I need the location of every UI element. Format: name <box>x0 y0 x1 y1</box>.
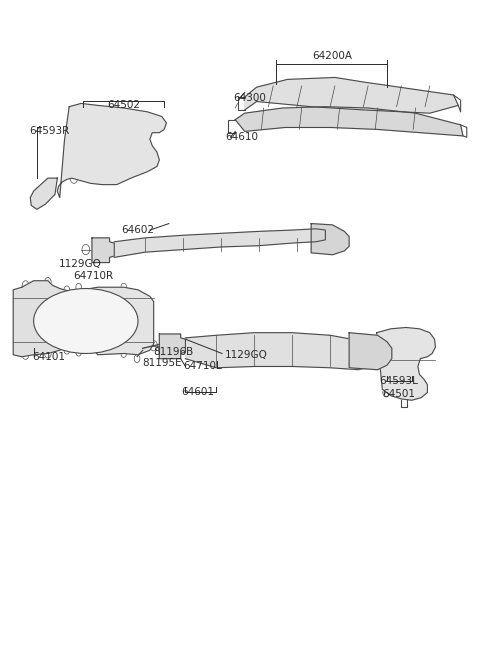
Polygon shape <box>311 223 349 255</box>
Polygon shape <box>57 103 167 198</box>
Polygon shape <box>92 238 114 263</box>
Text: 64593L: 64593L <box>380 376 419 386</box>
Polygon shape <box>245 77 458 113</box>
Polygon shape <box>114 229 325 257</box>
Polygon shape <box>72 288 154 355</box>
Text: 64300: 64300 <box>233 93 266 103</box>
Text: 81196B: 81196B <box>154 347 194 357</box>
Text: 64710L: 64710L <box>183 362 222 371</box>
Text: 64101: 64101 <box>32 352 65 362</box>
Polygon shape <box>13 281 79 357</box>
Polygon shape <box>30 178 57 210</box>
Ellipse shape <box>34 289 138 354</box>
Polygon shape <box>185 333 378 369</box>
Polygon shape <box>159 334 185 359</box>
Text: 64602: 64602 <box>121 225 155 235</box>
Text: 64601: 64601 <box>181 388 214 398</box>
Text: 64610: 64610 <box>225 132 258 142</box>
Text: 64502: 64502 <box>107 100 140 110</box>
Text: 64593R: 64593R <box>29 126 69 136</box>
Text: 81195E: 81195E <box>143 358 182 368</box>
Polygon shape <box>377 328 435 400</box>
Text: 64501: 64501 <box>383 389 415 399</box>
Text: 1129GQ: 1129GQ <box>225 350 268 360</box>
Polygon shape <box>349 333 392 369</box>
Text: 64200A: 64200A <box>312 51 352 61</box>
Text: 1129GQ: 1129GQ <box>59 259 102 269</box>
Polygon shape <box>235 107 463 136</box>
Text: 64710R: 64710R <box>73 271 113 280</box>
